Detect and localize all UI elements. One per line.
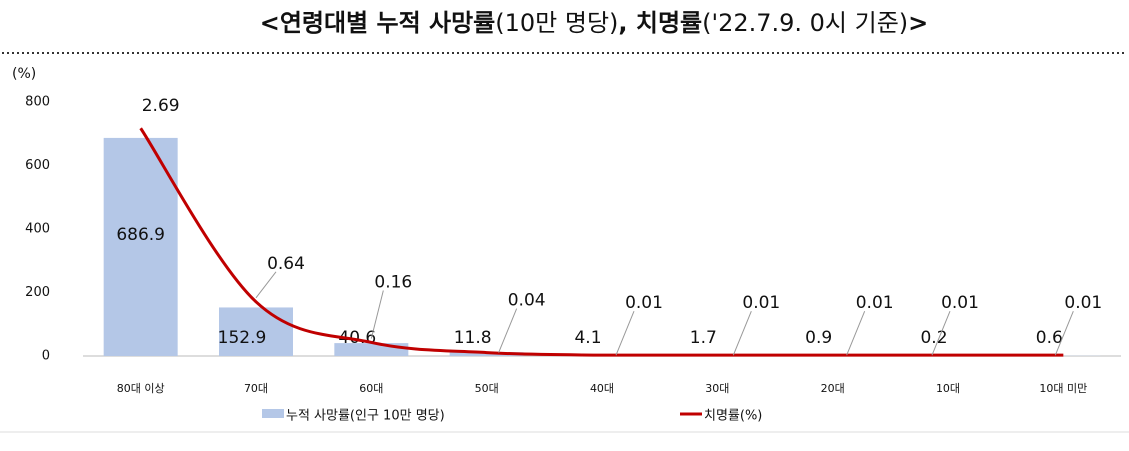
legend-label: 치명률(%): [704, 409, 762, 424]
leader-line: [846, 310, 866, 356]
x-tick-label: 70대: [244, 382, 268, 395]
y-tick-label: 800: [25, 95, 50, 110]
line-value-label: 0.64: [267, 254, 305, 274]
leader-line: [370, 290, 384, 339]
y-tick-label: 0: [42, 349, 50, 364]
y-tick-label: 200: [25, 285, 50, 300]
bar: [219, 307, 293, 356]
leader-line: [615, 310, 635, 356]
leader-line: [1054, 310, 1074, 356]
leader-line: [732, 310, 752, 356]
bar-value-label: 11.8: [454, 328, 492, 348]
leader-line: [931, 310, 951, 356]
line-value-label: 0.01: [941, 293, 979, 313]
title-part: ('22.7.9. 0시 기준): [702, 9, 908, 37]
bar-value-label: 152.9: [218, 328, 267, 348]
bar-value-label: 0.9: [805, 328, 832, 348]
title-part: , 치명률: [618, 9, 702, 37]
x-tick-label: 60대: [359, 382, 383, 395]
leader-line: [255, 271, 277, 299]
line-value-label: 0.01: [625, 293, 663, 313]
title-part: <연령대별 누적 사망률: [260, 9, 496, 37]
bar: [449, 352, 524, 356]
line-value-label: 0.01: [856, 293, 894, 313]
legend-label: 누적 사망률(인구 10만 명당): [286, 409, 445, 424]
line-value-label: 0.01: [1064, 293, 1102, 313]
x-tick-label: 10대 미만: [1039, 382, 1087, 395]
x-tick-label: 40대: [590, 382, 614, 395]
bar: [103, 137, 178, 356]
x-tick-label: 50대: [475, 382, 499, 395]
y-tick-label: 600: [25, 158, 50, 173]
legend-swatch: [262, 409, 284, 418]
bar-value-label: 686.9: [116, 225, 165, 245]
bar-value-label: 1.7: [690, 328, 717, 348]
x-tick-label: 80대 이상: [117, 382, 165, 395]
chart-title: <연령대별 누적 사망률(10만 명당), 치명률('22.7.9. 0시 기준…: [260, 9, 929, 37]
line: [139, 127, 1064, 357]
x-tick-label: 30대: [705, 382, 729, 395]
bar-value-label: 0.2: [920, 328, 947, 348]
title-part: >: [908, 9, 928, 37]
bar-value-label: 0.6: [1036, 328, 1063, 348]
x-tick-label: 10대: [936, 382, 960, 395]
y-tick-label: 400: [25, 222, 50, 237]
leader-line: [498, 308, 518, 353]
bar-value-label: 4.1: [574, 328, 601, 348]
x-tick-label: 20대: [821, 382, 845, 395]
line-value-label: 0.01: [742, 293, 780, 313]
y-axis-label: (%): [12, 66, 36, 82]
line-value-label: 0.04: [508, 291, 546, 311]
line-value-label: 2.69: [142, 96, 180, 116]
title-part: (10만 명당): [495, 9, 618, 37]
line-value-label: 0.16: [374, 272, 412, 292]
